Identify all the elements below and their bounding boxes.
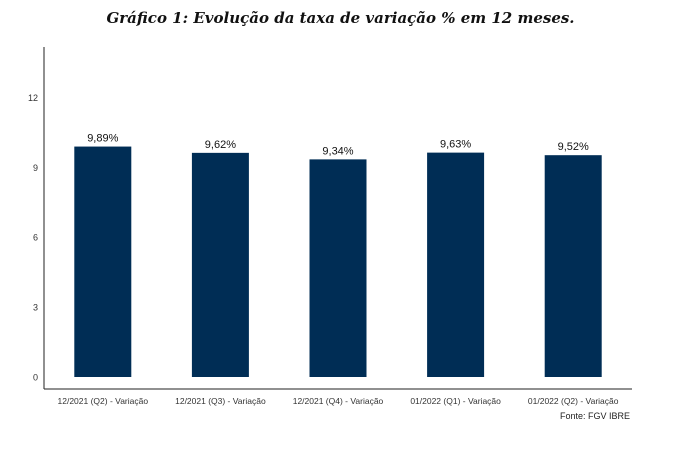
bar xyxy=(74,146,132,377)
y-axis-ticks: 0 3 6 9 12 xyxy=(28,93,38,383)
bar xyxy=(309,159,367,377)
y-tick-label: 12 xyxy=(28,93,38,103)
bars xyxy=(74,146,602,377)
bar xyxy=(191,152,249,377)
y-tick-label: 9 xyxy=(33,163,38,173)
y-tick-label: 3 xyxy=(33,303,38,313)
bar-data-labels: 9,89% 9,62% 9,34% 9,63% 9,52% xyxy=(87,133,589,158)
x-tick-label: 12/2021 (Q2) - Variação xyxy=(58,396,149,406)
y-tick-label: 0 xyxy=(33,373,38,383)
x-axis-labels: 12/2021 (Q2) - Variação 12/2021 (Q3) - Va… xyxy=(58,396,619,406)
bar-data-label: 9,52% xyxy=(558,141,589,153)
x-tick-label: 01/2022 (Q2) - Variação xyxy=(528,396,619,406)
x-tick-label: 01/2022 (Q1) - Variação xyxy=(410,396,501,406)
source-note: Fonte: FGV IBRE xyxy=(559,411,630,421)
chart-title: Gráfico 1: Evolução da taxa de variação … xyxy=(106,9,575,27)
bar-data-label: 9,89% xyxy=(87,133,118,145)
x-tick-label: 12/2021 (Q3) - Variação xyxy=(175,396,266,406)
bar-data-label: 9,63% xyxy=(440,139,471,151)
bar-data-label: 9,62% xyxy=(205,139,236,151)
bar-data-label: 9,34% xyxy=(322,145,353,157)
x-tick-label: 12/2021 (Q4) - Variação xyxy=(293,396,384,406)
bar xyxy=(427,152,485,377)
y-tick-label: 6 xyxy=(33,233,38,243)
bar xyxy=(544,155,602,377)
